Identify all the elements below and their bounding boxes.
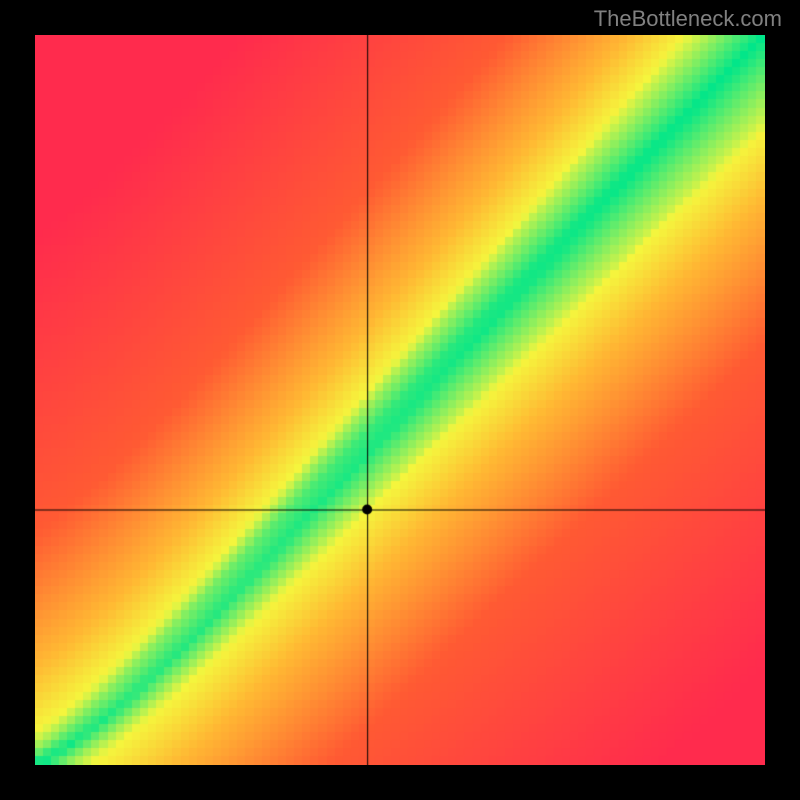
heatmap-canvas	[35, 35, 765, 765]
bottleneck-heatmap	[35, 35, 765, 765]
watermark-text: TheBottleneck.com	[594, 6, 782, 32]
